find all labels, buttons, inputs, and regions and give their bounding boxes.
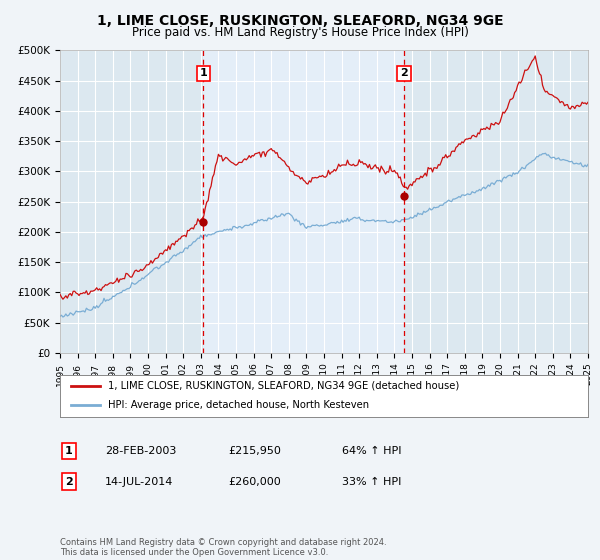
Text: 1: 1 <box>200 68 208 78</box>
Text: £215,950: £215,950 <box>228 446 281 456</box>
Text: 64% ↑ HPI: 64% ↑ HPI <box>342 446 401 456</box>
Text: £260,000: £260,000 <box>228 477 281 487</box>
Text: Price paid vs. HM Land Registry's House Price Index (HPI): Price paid vs. HM Land Registry's House … <box>131 26 469 39</box>
Bar <box>203 50 404 353</box>
Text: 1, LIME CLOSE, RUSKINGTON, SLEAFORD, NG34 9GE (detached house): 1, LIME CLOSE, RUSKINGTON, SLEAFORD, NG3… <box>107 381 459 391</box>
Text: 28-FEB-2003: 28-FEB-2003 <box>105 446 176 456</box>
Text: 1, LIME CLOSE, RUSKINGTON, SLEAFORD, NG34 9GE: 1, LIME CLOSE, RUSKINGTON, SLEAFORD, NG3… <box>97 14 503 28</box>
Text: 2: 2 <box>400 68 408 78</box>
Text: HPI: Average price, detached house, North Kesteven: HPI: Average price, detached house, Nort… <box>107 400 368 410</box>
Text: 1: 1 <box>65 446 73 456</box>
Text: 2: 2 <box>65 477 73 487</box>
Text: 33% ↑ HPI: 33% ↑ HPI <box>342 477 401 487</box>
Text: Contains HM Land Registry data © Crown copyright and database right 2024.
This d: Contains HM Land Registry data © Crown c… <box>60 538 386 557</box>
Text: 14-JUL-2014: 14-JUL-2014 <box>105 477 173 487</box>
